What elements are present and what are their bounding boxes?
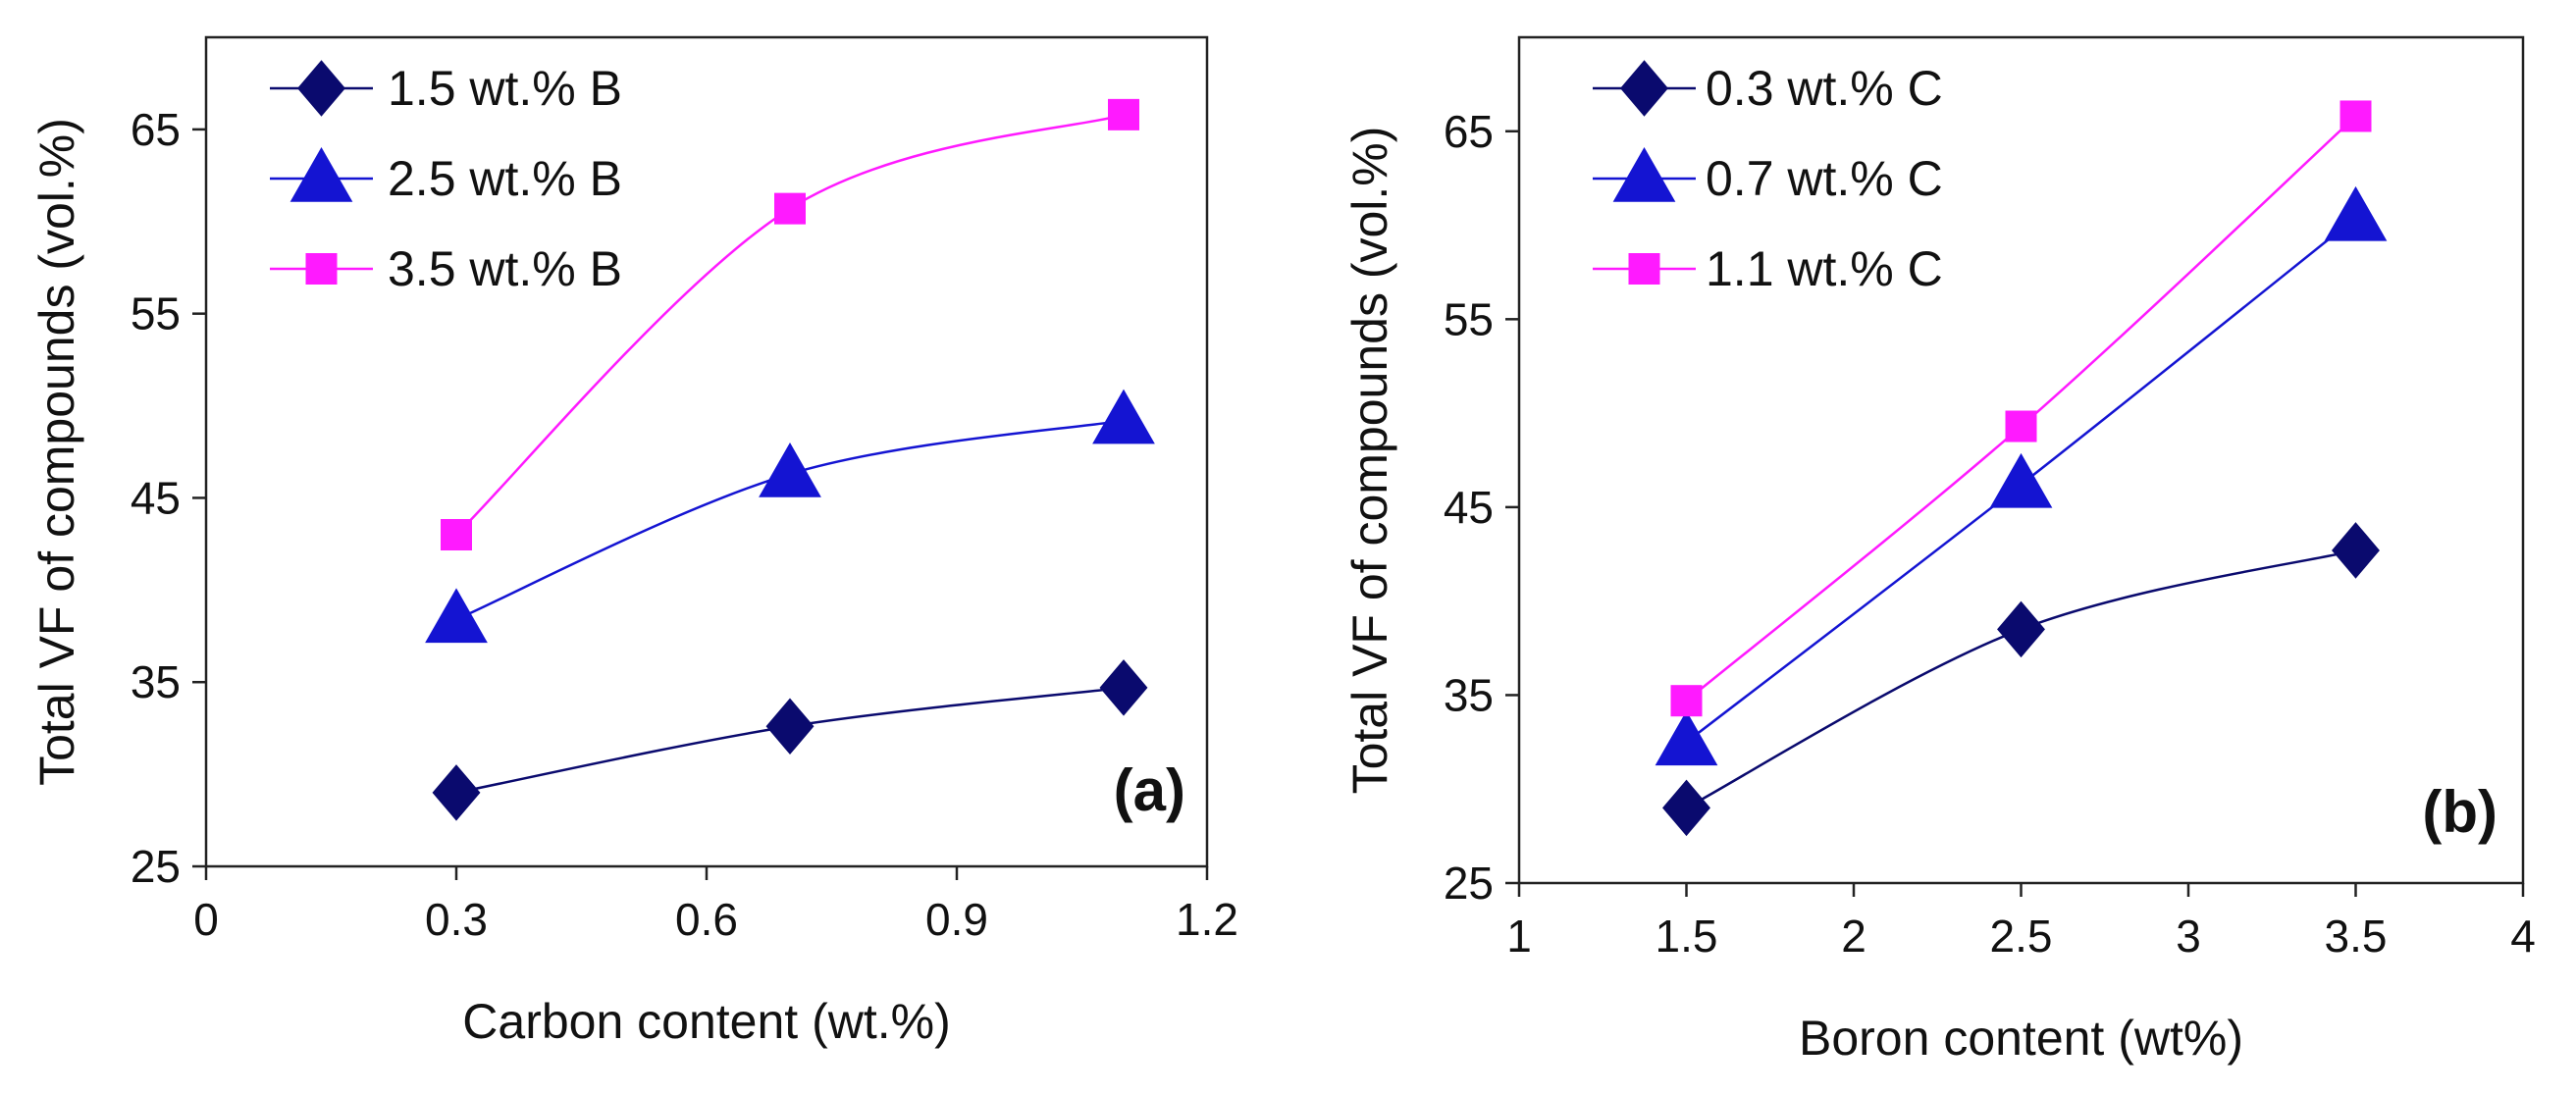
- panel-a-legend-marker: [289, 146, 353, 202]
- panel-b-legend-marker: [1620, 60, 1668, 117]
- panel-a-data-point: [759, 443, 821, 497]
- panel-b-y-tick-label: 25: [1444, 858, 1494, 909]
- panel-a-x-tick-label: 0.9: [925, 894, 988, 945]
- panel-b-data-point: [1662, 779, 1710, 837]
- panel-b-x-axis-title: Boron content (wt%): [1799, 1011, 2243, 1066]
- panel-a-y-tick-label: 55: [131, 288, 181, 339]
- panel-a-data-point: [441, 519, 472, 550]
- panel-a-legend-label: 3.5 wt.% B: [388, 241, 622, 296]
- panel-a-legend-marker: [305, 253, 338, 285]
- panel-b-x-tick-label: 2.5: [1990, 911, 2053, 962]
- panel-b-data-point: [2332, 522, 2380, 579]
- panel-b-x-tick-label: 1: [1506, 911, 1532, 962]
- panel-b-data-point: [2324, 185, 2388, 241]
- panel-a-data-point: [432, 764, 481, 821]
- panel-a-legend-label: 1.5 wt.% B: [388, 61, 622, 116]
- panel-a-data-point: [765, 698, 815, 755]
- panel-b-legend-label: 1.1 wt.% C: [1706, 241, 1943, 296]
- panel-a-data-point: [425, 588, 488, 644]
- panel-a-data-point: [1099, 659, 1148, 716]
- panel-a-tag: (a): [1114, 757, 1185, 823]
- panel-b-data-point: [2339, 100, 2372, 132]
- panel-a-x-tick-label: 0.3: [425, 894, 488, 945]
- panel-b-series-line-1: [1685, 548, 2356, 809]
- panel-a-y-tick-label: 65: [131, 104, 181, 155]
- panel-b-x-tick-label: 2: [1841, 911, 1866, 962]
- panel-a-y-axis-title: Total VF of compounds (vol.%): [29, 118, 84, 786]
- panel-b-x-tick-label: 3.5: [2325, 911, 2388, 962]
- panel-b-legend-marker: [1628, 253, 1660, 285]
- panel-a-x-axis-title: Carbon content (wt.%): [462, 994, 950, 1049]
- panel-a-legend-marker: [297, 60, 345, 117]
- panel-b-y-tick-label: 35: [1444, 669, 1494, 720]
- panel-b-data-point: [1670, 685, 1703, 717]
- panel-b-y-tick-label: 45: [1444, 482, 1494, 533]
- panel-a-data-point: [1092, 389, 1155, 444]
- panel-b-data-point: [1997, 600, 2045, 658]
- panel-a-legend-label: 2.5 wt.% B: [388, 151, 622, 206]
- panel-a-data-point: [1108, 98, 1139, 130]
- panel-b-y-tick-label: 55: [1444, 293, 1494, 344]
- panel-b-data-point: [2005, 410, 2037, 443]
- panel-b-tag: (b): [2422, 779, 2497, 845]
- panel-a-x-tick-label: 0.6: [675, 894, 738, 945]
- panel-b-x-tick-label: 1.5: [1656, 911, 1718, 962]
- panel-a-x-tick-label: 0: [193, 894, 219, 945]
- panel-b-data-point: [1989, 452, 2053, 508]
- panel-b-x-tick-label: 4: [2510, 911, 2536, 962]
- panel-b-data-point: [1655, 710, 1718, 766]
- panel-b-legend-marker: [1612, 146, 1676, 202]
- panel-a-x-tick-label: 1.2: [1176, 894, 1238, 945]
- panel-a-y-tick-label: 45: [131, 472, 181, 523]
- panel-a-y-tick-label: 35: [131, 656, 181, 707]
- panel-b-legend-label: 0.7 wt.% C: [1706, 151, 1943, 206]
- panel-b-y-tick-label: 65: [1444, 106, 1494, 157]
- panel-b-y-axis-title: Total VF of compounds (vol.%): [1342, 127, 1397, 795]
- panel-b-x-tick-label: 3: [2176, 911, 2201, 962]
- panel-a-y-tick-label: 25: [131, 841, 181, 892]
- panel-a-data-point: [774, 192, 806, 225]
- panel-b-legend-label: 0.3 wt.% C: [1706, 61, 1943, 116]
